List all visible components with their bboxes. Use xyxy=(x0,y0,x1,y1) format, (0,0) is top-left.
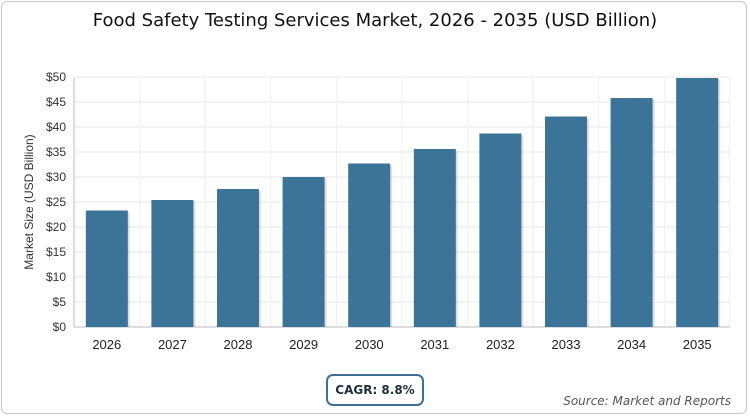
y-tick-label: $15 xyxy=(46,245,66,259)
bar-2026 xyxy=(85,210,128,327)
bar-2034 xyxy=(610,98,653,327)
x-tick-label: 2034 xyxy=(617,337,646,352)
y-tick-label: $0 xyxy=(53,320,67,334)
x-tick-label: 2028 xyxy=(224,337,253,352)
y-tick-labels: $0 $5 $10 $15 $20 $25 $30 $35 $40 $45 $50 xyxy=(46,70,66,334)
bars xyxy=(85,78,721,327)
y-tick-label: $50 xyxy=(46,70,66,84)
x-tick-label: 2030 xyxy=(355,337,384,352)
y-axis-label: Market Size (USD Billion) xyxy=(22,134,36,269)
x-tick-label: 2035 xyxy=(683,337,712,352)
bar-2031 xyxy=(413,149,456,327)
x-tick-label: 2031 xyxy=(420,337,449,352)
y-tick-label: $30 xyxy=(46,170,66,184)
y-tick-label: $40 xyxy=(46,120,66,134)
source-note: Source: Market and Reports xyxy=(563,394,731,408)
bar-2035 xyxy=(676,78,719,327)
x-tick-label: 2027 xyxy=(158,337,187,352)
y-tick-label: $45 xyxy=(46,95,66,109)
bar-2032 xyxy=(479,133,522,327)
x-tick-label: 2029 xyxy=(289,337,318,352)
y-tick-label: $10 xyxy=(46,270,66,284)
cagr-badge: CAGR: 8.8% xyxy=(326,374,424,406)
bar-2027 xyxy=(151,200,194,327)
x-tick-label: 2033 xyxy=(552,337,581,352)
bar-2030 xyxy=(348,163,391,327)
y-tick-label: $20 xyxy=(46,220,66,234)
bar-2028 xyxy=(217,189,259,327)
y-tick-label: $5 xyxy=(53,295,67,309)
bar-2033 xyxy=(545,116,587,327)
chart-title: Food Safety Testing Services Market, 202… xyxy=(92,10,658,31)
x-tick-label: 2032 xyxy=(486,337,515,352)
y-tick-label: $25 xyxy=(46,195,66,209)
x-tick-labels: 2026 2027 2028 2029 2030 2031 2032 2033 2034 2035 xyxy=(92,337,711,352)
bar-2029 xyxy=(282,177,325,327)
x-tick-label: 2026 xyxy=(92,337,121,352)
y-tick-label: $35 xyxy=(46,145,66,159)
